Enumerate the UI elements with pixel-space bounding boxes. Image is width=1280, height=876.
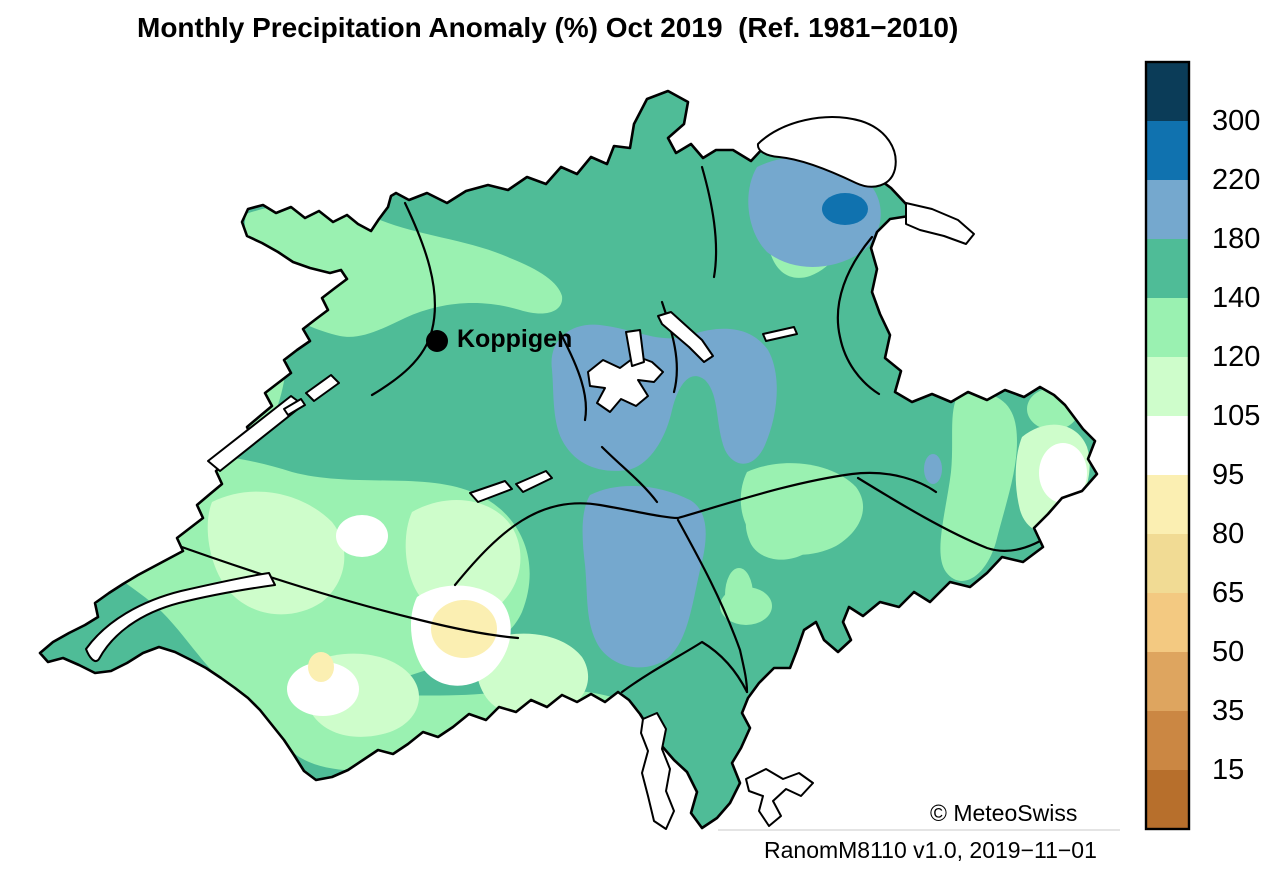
boundary-line [600,445,659,504]
lake-maggiore [640,712,675,830]
legend-segment [1146,652,1189,711]
legend-segment [1146,239,1189,298]
legend-segment [1146,62,1189,121]
legend-tick-label: 15 [1212,754,1245,786]
lakes [85,116,975,830]
lake-murten [283,398,306,416]
legend-tick-label: 65 [1212,577,1245,609]
anomaly-region-95-105 [336,515,388,557]
boundary-line [660,300,678,394]
anomaly-region-120-140 [876,240,910,284]
copyright-text: © MeteoSwiss [930,800,1078,826]
lake-geneva [85,572,276,663]
lake-constance [756,116,897,188]
legend-segment [1146,121,1189,180]
anomaly-region-120-140 [975,591,1039,643]
boundary-line [620,640,749,694]
boundary-line [453,471,938,587]
legend-tick-label: 300 [1212,105,1261,137]
anomaly-region-95-105 [287,662,359,716]
anomaly-region-120-140 [940,393,1017,581]
legend-segment [1146,298,1189,357]
legend-tick-label: 50 [1212,636,1245,668]
anomaly-region-180-220 [858,630,880,646]
boundary-line [700,165,718,279]
lake-thun [469,480,513,503]
legend-colorbar [1144,60,1191,831]
anomaly-region-180-220 [748,156,881,267]
legend-segment [1146,416,1189,475]
legend-segment [1146,593,1189,652]
station-marker-dot [426,330,448,352]
legend-tick-label: 80 [1212,518,1245,550]
lake-zurich [657,311,714,363]
anomaly-region-120-140 [725,568,753,622]
lake-lucerne [587,355,664,413]
legend-tick-label: 105 [1212,400,1261,432]
legend-tick-label: 180 [1212,223,1261,255]
legend-segment [1146,475,1189,534]
anomaly-region-180-220 [924,454,942,484]
legend-tick-label: 220 [1212,164,1261,196]
lake-zug [625,329,645,367]
legend-frame [1144,60,1191,831]
legend-tick-label: 35 [1212,695,1245,727]
internal-boundaries [163,165,1072,694]
boundary-line [558,330,588,422]
anomaly-region-80-95 [308,652,334,682]
legend-segment [1146,770,1189,829]
anomaly-region-105-120 [405,500,521,617]
anomaly-region-220-300 [822,193,868,225]
legend-segment [1146,711,1189,770]
lake-brienz [515,470,553,493]
legend-segment [1146,357,1189,416]
boundary-line [163,539,520,640]
lake-lugano [745,768,814,827]
lake-walen [762,326,798,342]
anomaly-region-180-220 [582,485,706,668]
legend-segment [1146,534,1189,593]
legend-tick-label: 120 [1212,341,1261,373]
boundary-line [370,201,436,397]
boundary-line [836,235,881,396]
boundary-line [676,518,749,694]
rhine-valley-outline [905,202,975,245]
version-text: RanomM8110 v1.0, 2019−11−01 [764,837,1097,863]
map-title: Monthly Precipitation Anomaly (%) Oct 20… [137,12,959,43]
station-label: Koppigen [457,325,573,353]
legend-segment [1146,180,1189,239]
anomaly-region-95-105 [1039,443,1087,503]
legend-tick-label: 95 [1212,459,1245,491]
anomaly-region-120-140 [745,499,822,560]
legend-tick-label: 140 [1212,282,1261,314]
lake-biel [305,374,340,402]
